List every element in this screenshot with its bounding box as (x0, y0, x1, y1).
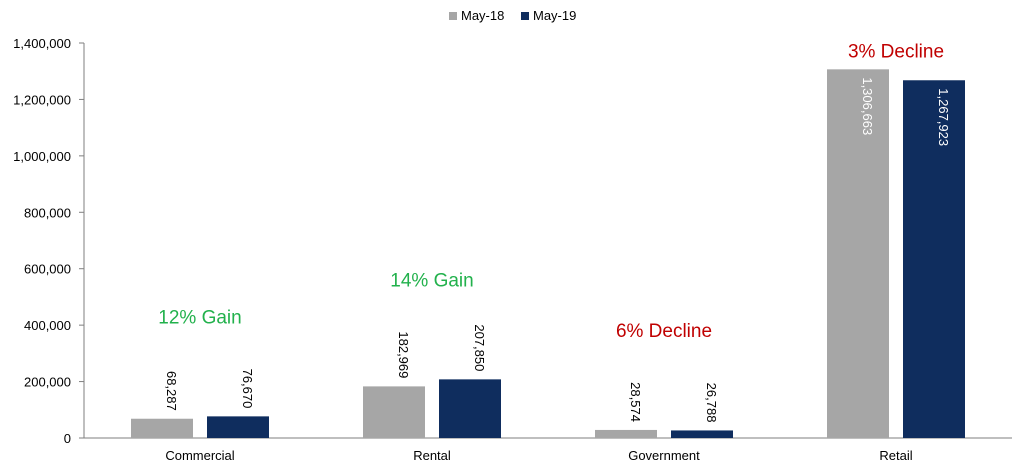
bar-may-18-retail (827, 69, 889, 439)
bar-may-19-rental (439, 379, 501, 438)
y-axis: 0 200,000 400,000 600,000 800,000 1,000,000 1,… (13, 36, 85, 446)
bar-may-19-commercial (207, 416, 269, 438)
x-tick-label: Commercial (165, 448, 234, 463)
y-tick-label: 200,000 (24, 375, 71, 390)
data-label: 76,670 (240, 369, 255, 409)
annotation-government: 6% Decline (616, 321, 712, 342)
bar-may-19-government (671, 430, 733, 438)
annotations: 12% Gain 14% Gain 6% Decline 3% Decline (158, 41, 944, 342)
y-tick-label: 1,000,000 (13, 149, 71, 164)
data-label: 26,788 (704, 383, 719, 423)
y-tick-label: 0 (64, 431, 71, 446)
bar-may-19-retail (903, 80, 965, 438)
legend-swatch-may-18 (449, 12, 457, 20)
annotation-rental: 14% Gain (390, 270, 473, 291)
data-label: 1,267,923 (936, 88, 951, 146)
data-label: 28,574 (628, 382, 643, 422)
data-label: 182,969 (396, 331, 411, 378)
data-label: 207,850 (472, 324, 487, 371)
data-labels: 68,287 182,969 28,574 1,306,663 76,670 207,85… (164, 77, 951, 422)
y-tick-label: 1,200,000 (13, 92, 71, 107)
legend: May-18 May-19 (449, 8, 576, 23)
annotation-commercial: 12% Gain (158, 307, 241, 328)
data-label: 1,306,663 (860, 77, 875, 135)
x-axis: Commercial Rental Government Retail (84, 437, 1012, 463)
bars (131, 69, 965, 439)
bar-may-18-government (595, 429, 657, 438)
annotation-retail: 3% Decline (848, 41, 944, 62)
y-tick-label: 600,000 (24, 262, 71, 277)
data-label: 68,287 (164, 371, 179, 411)
x-tick-label: Rental (413, 448, 451, 463)
legend-swatch-may-19 (521, 12, 529, 20)
x-tick-label: Retail (879, 448, 912, 463)
legend-label: May-19 (533, 8, 576, 23)
y-tick-label: 800,000 (24, 205, 71, 220)
legend-label: May-18 (461, 8, 504, 23)
x-tick-label: Government (628, 448, 700, 463)
bar-may-18-commercial (131, 418, 193, 438)
y-tick-label: 1,400,000 (13, 36, 71, 51)
bar-may-18-rental (363, 386, 425, 438)
y-tick-label: 400,000 (24, 318, 71, 333)
